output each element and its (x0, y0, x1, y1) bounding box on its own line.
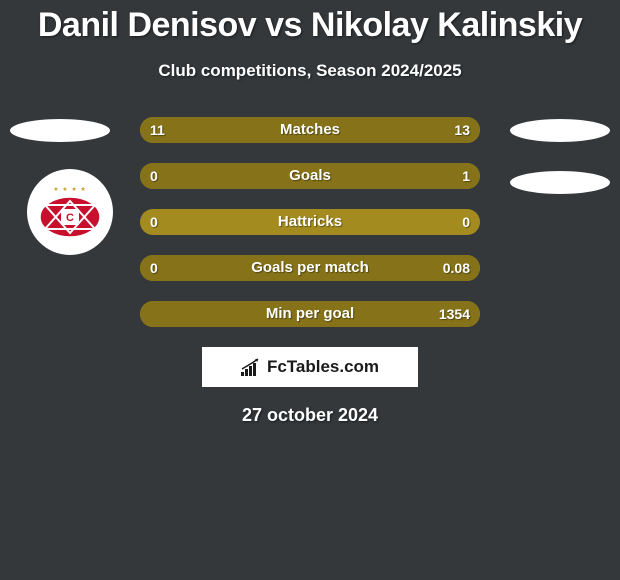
page-title: Danil Denisov vs Nikolay Kalinskiy (0, 0, 620, 45)
player-right-ellipse-1 (510, 119, 610, 142)
bar-label: Goals (140, 163, 480, 189)
bar-label: Min per goal (140, 301, 480, 327)
logo-stars: ★ ★ ★ ★ (53, 186, 87, 193)
bar-row: 0Goals1 (140, 163, 480, 189)
bar-right-value: 1 (462, 163, 470, 189)
subtitle: Club competitions, Season 2024/2025 (0, 61, 620, 81)
player-right-ellipse-2 (510, 171, 610, 194)
bar-label: Hattricks (140, 209, 480, 235)
brand-chart-icon (241, 358, 263, 376)
brand-text: FcTables.com (267, 357, 379, 377)
bar-right-value: 0 (462, 209, 470, 235)
bar-row: 11Matches13 (140, 117, 480, 143)
bar-row: 0Hattricks0 (140, 209, 480, 235)
bar-label: Goals per match (140, 255, 480, 281)
bar-right-value: 1354 (439, 301, 470, 327)
player-left-ellipse (10, 119, 110, 142)
comparison-chart: ★ ★ ★ ★ C 11Matches130Goals10Hattricks00… (0, 117, 620, 426)
brand-box: FcTables.com (202, 347, 418, 387)
spartak-logo-icon: C (39, 195, 101, 239)
bar-label: Matches (140, 117, 480, 143)
bar-right-value: 13 (454, 117, 470, 143)
bar-right-value: 0.08 (443, 255, 470, 281)
date-label: 27 october 2024 (0, 405, 620, 426)
bars-container: 11Matches130Goals10Hattricks00Goals per … (140, 117, 480, 327)
club-logo: ★ ★ ★ ★ C (27, 169, 113, 255)
bar-row: 0Goals per match0.08 (140, 255, 480, 281)
bar-row: Min per goal1354 (140, 301, 480, 327)
svg-text:C: C (66, 212, 74, 224)
